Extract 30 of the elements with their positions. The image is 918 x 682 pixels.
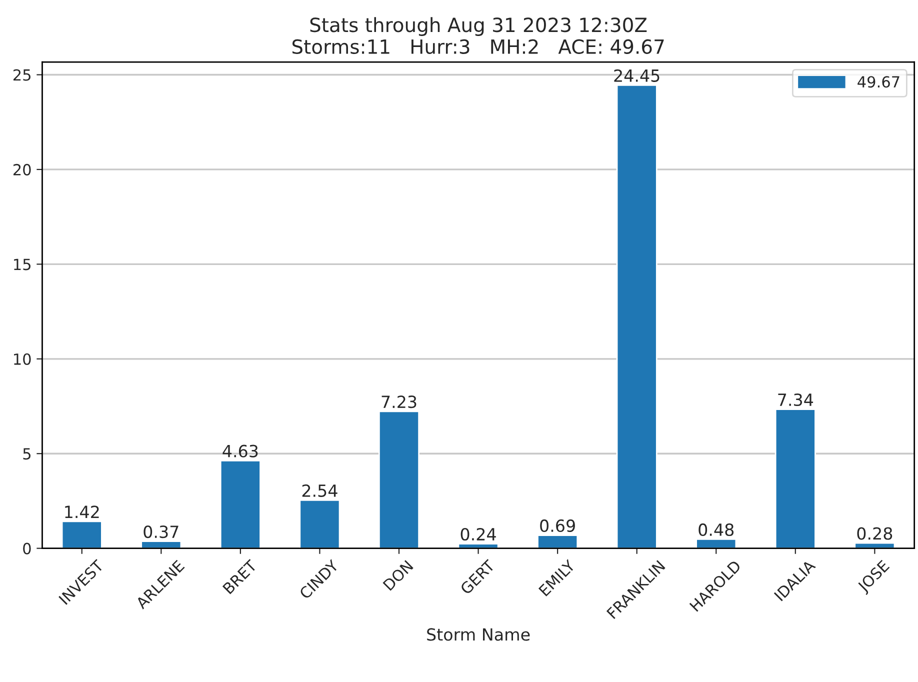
bar <box>220 460 261 548</box>
data-label: 1.42 <box>65 506 99 518</box>
bar <box>140 540 182 548</box>
data-label: 7.23 <box>382 396 416 408</box>
data-label: 0.37 <box>144 525 178 538</box>
y-tick-label: 15 <box>14 258 30 270</box>
data-label: 7.34 <box>778 393 814 406</box>
data-label: 4.63 <box>222 444 258 458</box>
y-tick-label: 20 <box>13 164 31 176</box>
y-tick-label: 25 <box>13 69 30 81</box>
data-label: 0.48 <box>698 523 734 536</box>
data-label: 2.54 <box>302 484 338 497</box>
bar <box>774 408 816 548</box>
data-label: 24.45 <box>614 69 660 82</box>
data-label: 0.69 <box>540 519 575 532</box>
chart-subtitle: Storms:11 Hurr:3 MH:2 ACE: 49.67 <box>292 39 664 54</box>
bar <box>61 520 102 548</box>
legend-label: 49.67 <box>858 76 900 88</box>
bar <box>696 538 737 548</box>
bar <box>616 84 658 548</box>
bar <box>537 534 578 548</box>
y-tick-label: 10 <box>14 353 31 365</box>
chart-title: Stats through Aug 31 2023 12:30Z <box>310 17 647 36</box>
data-label: 0.28 <box>857 527 892 540</box>
x-axis-title: Storm Name <box>427 628 530 641</box>
data-label: 0.24 <box>460 528 496 541</box>
bar <box>299 500 340 548</box>
y-tick-label: 5 <box>23 448 30 460</box>
y-tick-label: 0 <box>23 542 31 554</box>
bar <box>378 410 420 548</box>
